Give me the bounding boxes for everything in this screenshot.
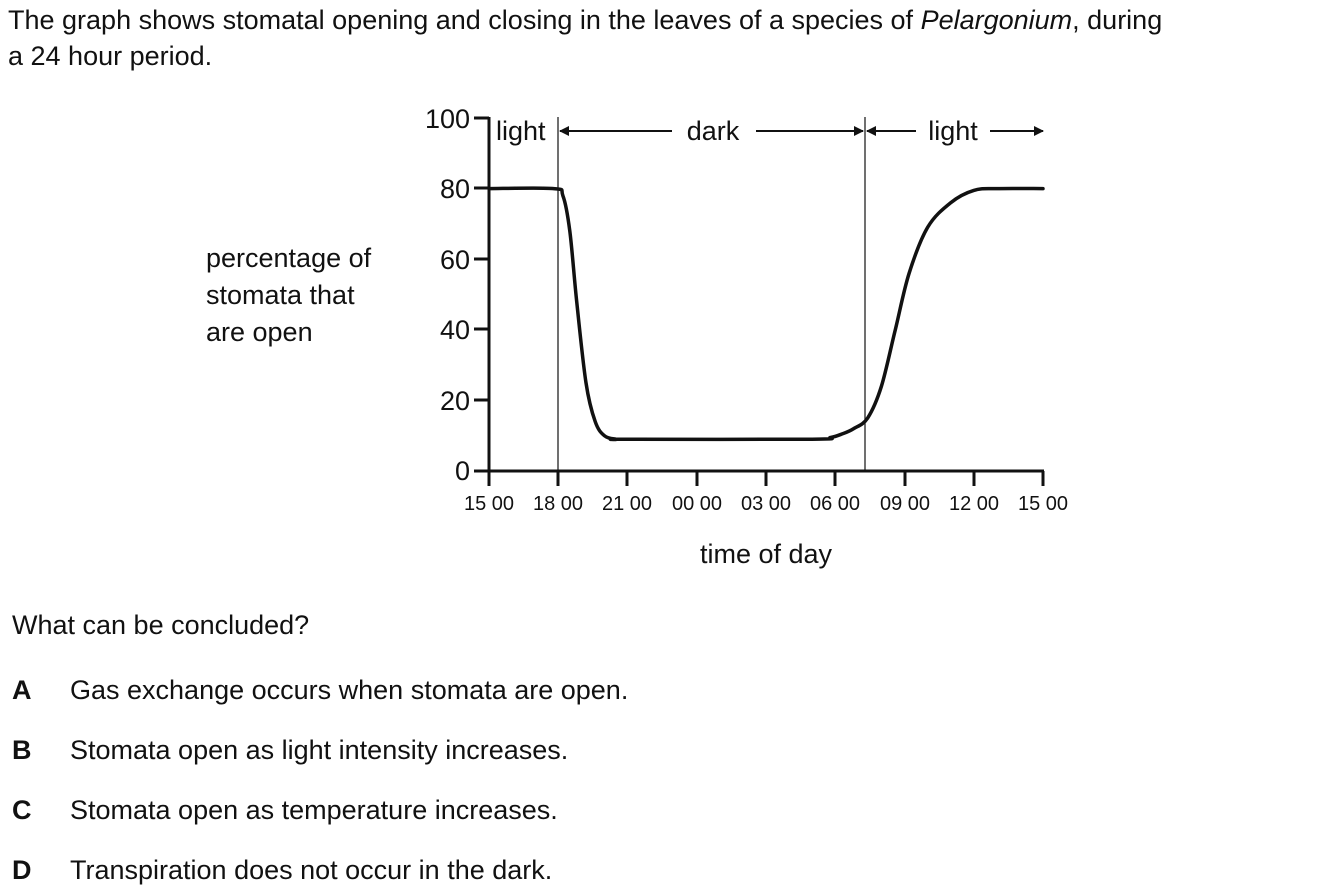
y-tick-label-60: 60 [440, 245, 470, 275]
period-label-dark: dark [687, 116, 740, 146]
option-text: Transpiration does not occur in the dark… [70, 855, 553, 885]
stem-text-cont: , during [1072, 5, 1163, 35]
y-axis-label-line-2: stomata that [206, 280, 355, 310]
y-ticks [474, 116, 489, 473]
option-text: Gas exchange occurs when stomata are ope… [70, 675, 629, 705]
stomata-line-chart: percentage of stomata that are open 0 20… [206, 104, 1068, 569]
option-a[interactable]: A Gas exchange occurs when stomata are op… [12, 675, 628, 706]
x-tick-label-1500-end: 15 00 [1018, 493, 1068, 515]
option-letter: D [12, 855, 32, 885]
option-letter: A [12, 675, 32, 705]
x-axis-label: time of day [700, 539, 833, 569]
x-tick-label-0000: 00 00 [672, 493, 722, 515]
y-tick-label-0: 0 [455, 456, 470, 486]
x-tick-labels: 15 00 18 00 21 00 00 00 03 00 06 00 09 0… [464, 493, 1068, 515]
x-tick-label-1200: 12 00 [949, 493, 999, 515]
y-tick-label-40: 40 [440, 315, 470, 345]
x-tick-label-0300: 03 00 [741, 493, 791, 515]
stem-line-2: a 24 hour period. [8, 41, 213, 71]
y-axis-label-line-3: are open [206, 317, 313, 347]
x-ticks [487, 471, 1045, 486]
y-tick-labels: 0 20 40 60 80 100 [425, 104, 470, 486]
y-tick-label-80: 80 [440, 174, 470, 204]
x-tick-label-2100: 21 00 [602, 493, 652, 515]
stem-line-1: The graph shows stomatal opening and clo… [8, 2, 1328, 38]
x-tick-label-0900: 09 00 [880, 493, 930, 515]
x-tick-label-1800: 18 00 [533, 493, 583, 515]
question-stem: The graph shows stomatal opening and clo… [8, 2, 1328, 74]
option-letter: B [12, 735, 32, 765]
option-text: Stomata open as temperature increases. [70, 795, 558, 825]
question-prompt: What can be concluded? [12, 610, 310, 640]
option-letter: C [12, 795, 32, 825]
y-tick-label-20: 20 [440, 386, 470, 416]
y-tick-label-100: 100 [425, 104, 470, 134]
species-name: Pelargonium [920, 5, 1073, 35]
option-b[interactable]: B Stomata open as light intensity increas… [12, 735, 568, 766]
x-tick-label-0600: 06 00 [810, 493, 860, 515]
option-d[interactable]: D Transpiration does not occur in the dar… [12, 855, 552, 886]
period-label-light-2: light [928, 116, 978, 146]
option-text: Stomata open as light intensity increase… [70, 735, 569, 765]
x-tick-label-1500-start: 15 00 [464, 493, 514, 515]
series-line-stomata-open [487, 186, 1045, 442]
option-c[interactable]: C Stomata open as temperature increases. [12, 795, 558, 826]
y-axis-label-line-1: percentage of [206, 243, 372, 273]
stem-text: The graph shows stomatal opening and clo… [8, 5, 921, 35]
period-label-light-1: light [496, 116, 546, 146]
